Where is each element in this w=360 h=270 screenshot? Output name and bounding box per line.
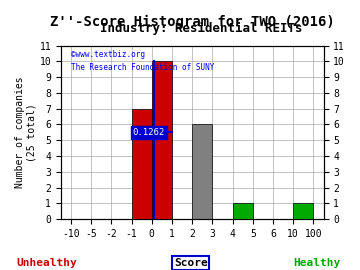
Bar [131,109,152,219]
Bar [152,61,172,219]
Title: Z''-Score Histogram for TWO (2016): Z''-Score Histogram for TWO (2016) [50,15,334,29]
Text: 0.1262: 0.1262 [132,128,165,137]
Bar [192,124,212,219]
Text: Score: Score [174,258,208,268]
Text: Unhealthy: Unhealthy [17,258,77,268]
Text: Healthy: Healthy [293,258,341,268]
Y-axis label: Number of companies
(25 total): Number of companies (25 total) [15,76,37,188]
Bar [233,203,253,219]
Text: ©www.textbiz.org: ©www.textbiz.org [71,50,145,59]
Text: Industry: Residential REITs: Industry: Residential REITs [100,22,303,35]
Text: The Research Foundation of SUNY: The Research Foundation of SUNY [71,63,214,72]
Bar [293,203,314,219]
